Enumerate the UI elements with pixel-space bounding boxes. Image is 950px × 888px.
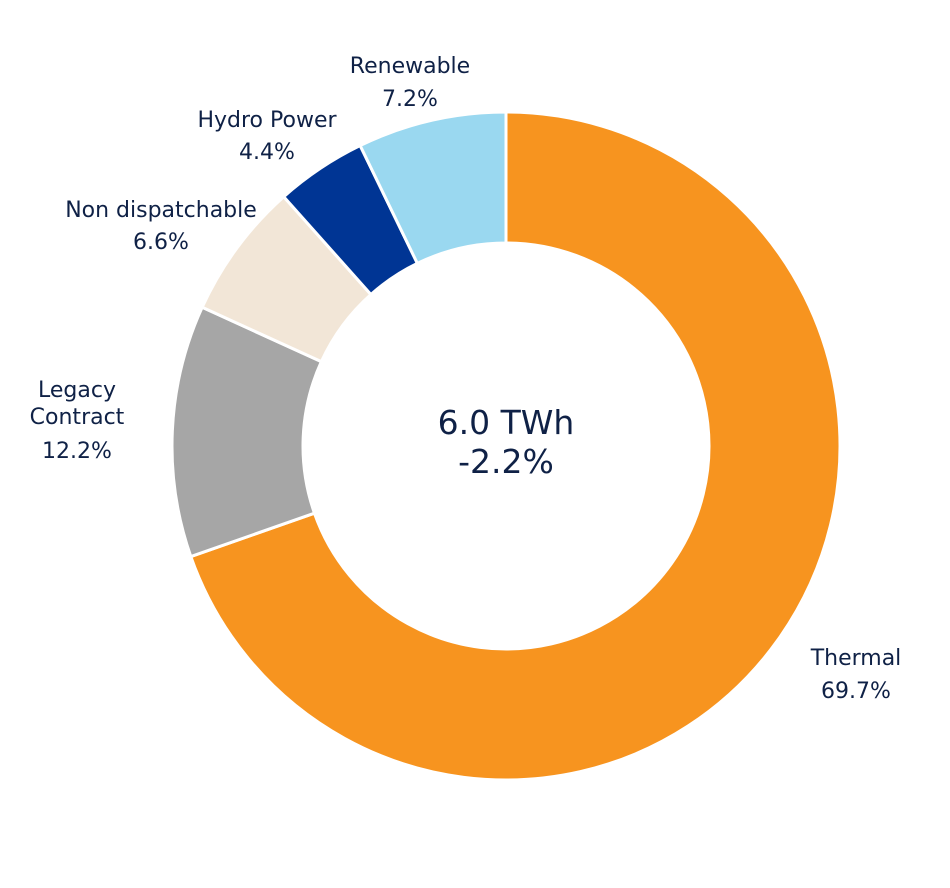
slice-name-thermal: Thermal — [810, 646, 902, 671]
slice-label-non-dispatchable: Non dispatchable 6.6% — [65, 198, 257, 255]
slice-name-renewable: Renewable — [350, 54, 470, 79]
center-change: -2.2% — [458, 442, 554, 481]
slice-name-hydro-power: Hydro Power — [197, 108, 337, 133]
slice-label-thermal: Thermal 69.7% — [810, 646, 902, 704]
slice-name-legacy-contract-line1: Legacy — [38, 378, 116, 403]
slice-label-legacy-contract: Legacy Contract 12.2% — [30, 378, 125, 464]
slice-name-legacy-contract-line2: Contract — [30, 405, 125, 430]
slice-value-non-dispatchable: 6.6% — [133, 230, 189, 255]
slice-value-legacy-contract: 12.2% — [42, 439, 112, 464]
slice-label-hydro-power: Hydro Power 4.4% — [197, 108, 337, 165]
slice-value-hydro-power: 4.4% — [239, 140, 295, 165]
slice-label-renewable: Renewable 7.2% — [350, 54, 470, 112]
slice-thermal — [189, 110, 842, 782]
slice-value-renewable: 7.2% — [382, 87, 438, 112]
slice-renewable — [358, 110, 508, 265]
donut-slices — [170, 110, 842, 782]
donut-center-text: 6.0 TWh -2.2% — [438, 403, 575, 481]
slice-name-non-dispatchable: Non dispatchable — [65, 198, 257, 223]
slice-value-thermal: 69.7% — [821, 679, 891, 704]
center-total: 6.0 TWh — [438, 403, 575, 442]
